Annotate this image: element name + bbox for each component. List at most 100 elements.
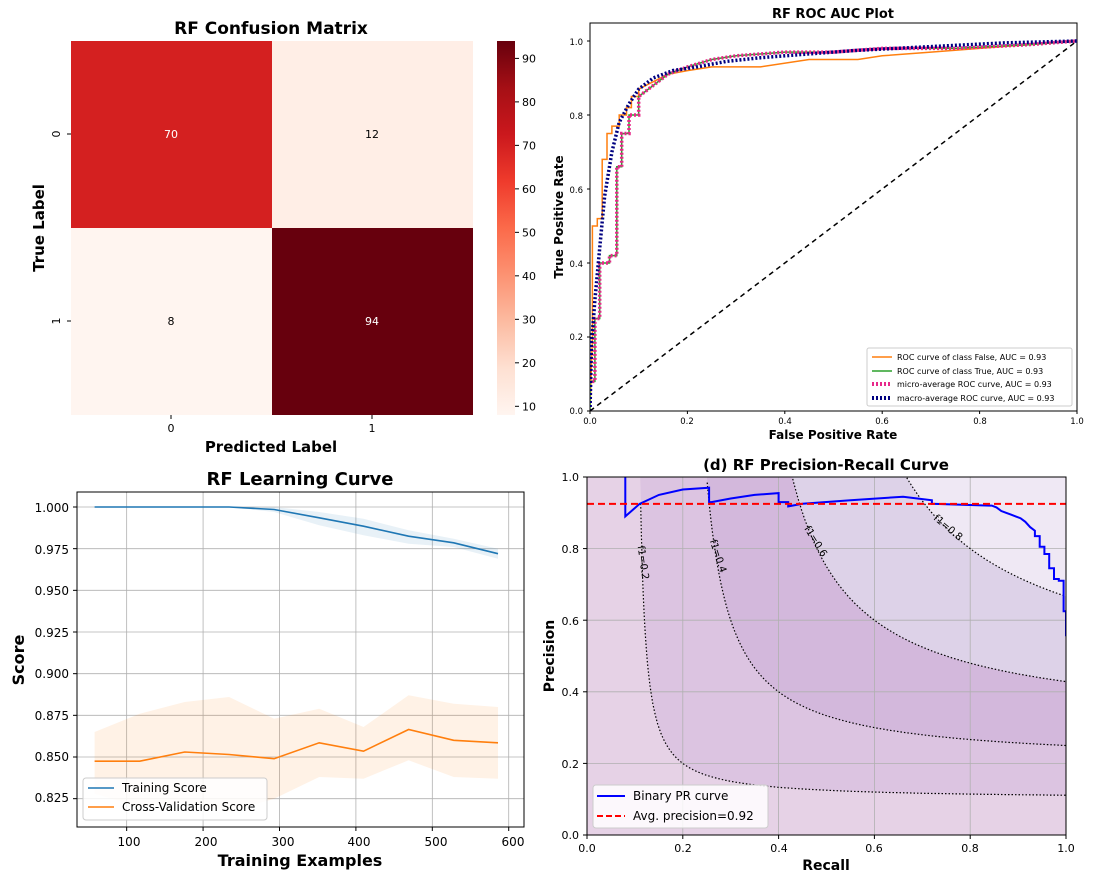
binary-pr-curve: [624, 477, 1066, 637]
legend-label: ROC curve of class True, AUC = 0.93: [897, 367, 1043, 376]
pr-ticks: [583, 476, 1067, 839]
cross-validation-score-line: [94, 728, 499, 763]
heatmap-cell: [272, 41, 473, 228]
y-axis-label: Score: [9, 634, 28, 685]
iso-f1-label: f1=0.2: [635, 545, 651, 580]
legend-box: [82, 777, 268, 821]
x-tick-label: 0.2: [674, 842, 692, 855]
legend-label: Binary PR curve: [633, 789, 728, 803]
roc-chance-line: [590, 40, 1077, 411]
confusion-title: RF Confusion Matrix: [174, 19, 368, 39]
x-tick-label: 0.4: [778, 417, 792, 427]
iso-f1-regions: [640, 477, 1066, 796]
y-tick-label: 1.000: [35, 501, 69, 515]
pr-title: (d) RF Precision-Recall Curve: [703, 456, 949, 474]
y-tick-label: 0.8: [562, 543, 580, 556]
x-tick-label: 1.0: [1057, 842, 1075, 855]
roc-title: RF ROC AUC Plot: [772, 7, 894, 22]
heatmap-cell: [71, 41, 272, 228]
legend-box: [866, 347, 1073, 407]
y-tick-label: 0.875: [35, 709, 69, 723]
y-tick-label: 0.6: [562, 615, 580, 628]
x-tick-label: 0.8: [961, 842, 979, 855]
x-tick-label: 0.0: [578, 842, 596, 855]
learning-plot-area: [77, 492, 524, 827]
y-tick-label: 0.975: [35, 543, 69, 557]
colorbar-tick-label: 70: [522, 139, 536, 152]
roc-plot-area: [589, 22, 1078, 412]
roc-ticks: [587, 40, 1078, 414]
legend-label: Training Score: [121, 781, 207, 795]
y-tick-label: 0.2: [562, 758, 580, 771]
heatmap-cell: [272, 228, 473, 415]
y-tick-label: 0.850: [35, 750, 69, 764]
learning-frame: [76, 491, 525, 828]
x-tick-label: 0.2: [680, 417, 694, 427]
roc-panel: RF ROC AUC Plot 0.0 0.2 0.4 0.6 0.8 1.0 …: [552, 7, 1084, 442]
y-axis-label: True Label: [30, 184, 48, 272]
colorbar-bar: [497, 41, 515, 415]
training-score-line: [94, 506, 499, 555]
colorbar-tick-label: 80: [522, 96, 536, 109]
learning-legend: Training Score Cross-Validation Score: [82, 777, 268, 821]
heatmap-cell: [71, 228, 272, 415]
x-tick-label: 100: [118, 835, 141, 849]
x-tick-label: 1: [369, 422, 376, 435]
roc-micro-average-line: [590, 39, 1077, 411]
pr-legend: Binary PR curve Avg. precision=0.92: [592, 784, 769, 829]
colorbar-tick-label: 10: [522, 400, 536, 413]
colorbar-tick-label: 60: [522, 183, 536, 196]
y-axis-label: True Positive Rate: [552, 155, 566, 278]
x-tick-label: 400: [348, 835, 371, 849]
colorbar-tick-label: 50: [522, 226, 536, 239]
roc-legend: ROC curve of class False, AUC = 0.93 ROC…: [866, 347, 1073, 407]
x-tick-label: 0.4: [770, 842, 788, 855]
legend-label: micro-average ROC curve, AUC = 0.93: [897, 380, 1052, 389]
y-tick-label: 0.900: [35, 667, 69, 681]
x-tick-label: 200: [195, 835, 218, 849]
iso-f1-curves: [640, 477, 1066, 796]
colorbar-tick-label: 20: [522, 357, 536, 370]
legend-label: macro-average ROC curve, AUC = 0.93: [897, 394, 1054, 403]
cell-value-label: 8: [168, 315, 175, 328]
y-tick-label: 0.8: [569, 112, 583, 122]
y-axis-label: Precision: [542, 620, 558, 692]
x-tick-label: 0.8: [973, 417, 987, 427]
colorbar: 10 20 30 40 50 60 70 80 90: [497, 41, 536, 415]
x-tick-label: 500: [425, 835, 448, 849]
cell-value-label: 70: [164, 128, 178, 141]
iso-f1-curve: [640, 503, 1066, 796]
learning-grid: [73, 492, 524, 831]
x-axis-label: Predicted Label: [205, 438, 337, 456]
y-tick-label: 0.950: [35, 584, 69, 598]
x-axis-label: Training Examples: [218, 851, 383, 870]
iso-f1-curve: [906, 477, 1066, 597]
colorbar-tick-label: 90: [522, 52, 536, 65]
pr-plot-area: [587, 477, 1066, 835]
y-tick-label: 0.0: [562, 829, 580, 842]
confusion-matrix-panel: RF Confusion Matrix 70 12 8 94 0 1 0 1 P…: [30, 19, 536, 456]
x-tick-label: 0.6: [865, 842, 883, 855]
x-tick-label: 0.6: [875, 417, 889, 427]
roc-lines: [590, 39, 1077, 411]
x-tick-label: 600: [502, 835, 525, 849]
y-tick-label: 0.825: [35, 791, 69, 805]
training-score-band: [94, 507, 498, 559]
legend-label: ROC curve of class False, AUC = 0.93: [897, 353, 1046, 362]
y-tick-label: 0.2: [569, 333, 583, 343]
legend-label: Avg. precision=0.92: [633, 809, 754, 823]
x-tick-label: 0: [168, 422, 175, 435]
y-tick-label: 0.0: [569, 407, 583, 417]
learning-curve-panel: RF Learning Curve 100 200 300 400 500 60…: [9, 469, 525, 870]
legend-box: [592, 784, 769, 829]
cell-value-label: 94: [365, 315, 379, 328]
x-tick-label: 0.0: [583, 417, 597, 427]
precision-recall-panel: (d) RF Precision-Recall Curve f1=0.2 f1=…: [542, 456, 1075, 874]
x-axis-label: False Positive Rate: [769, 428, 898, 442]
pr-grid: [587, 477, 1066, 835]
y-tick-label: 1.0: [562, 471, 580, 484]
y-tick-label: 0: [50, 131, 63, 138]
learning-title: RF Learning Curve: [207, 469, 394, 490]
y-tick-label: 0.925: [35, 626, 69, 640]
